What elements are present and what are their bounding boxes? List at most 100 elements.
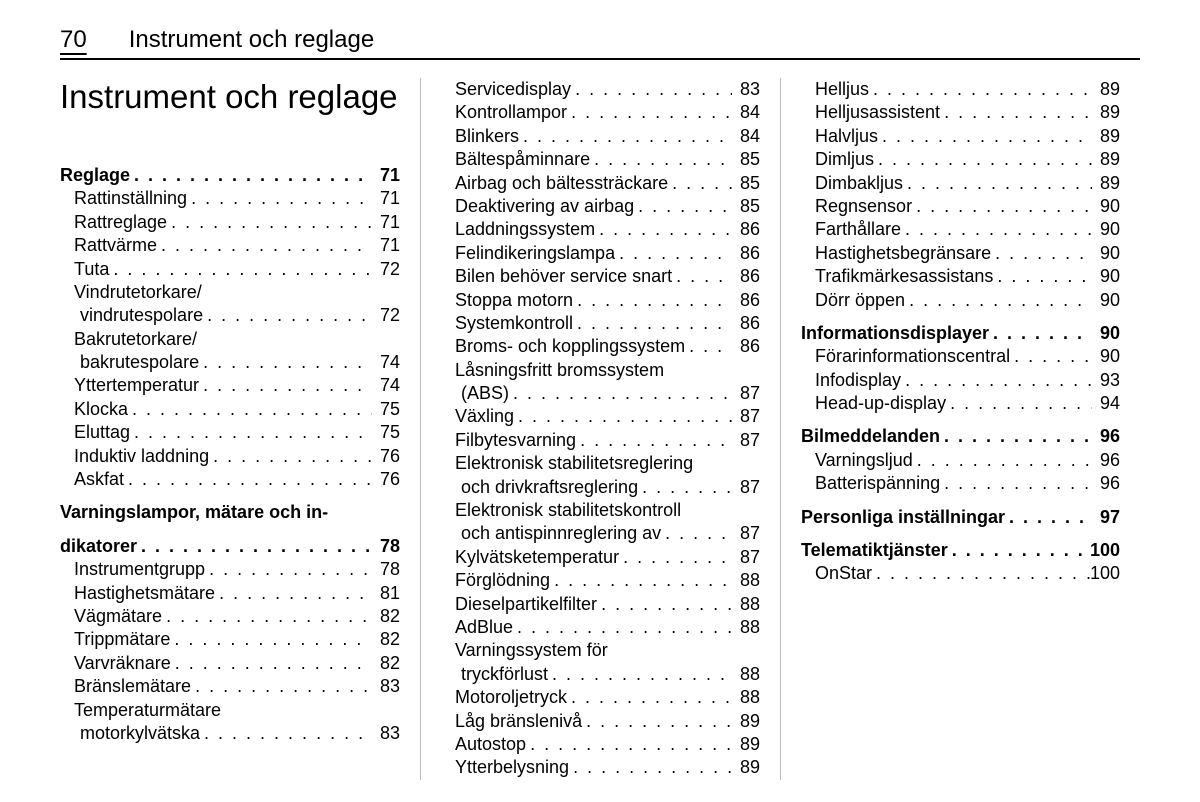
toc-leader-dots: . . . . . . . . . . . . . . . . . . . . … <box>912 195 1092 218</box>
toc-label: Dieselpartikelfilter <box>441 593 597 616</box>
toc-page-ref: 87 <box>732 546 760 569</box>
toc-section: Personliga inställningar. . . . . . . . … <box>801 506 1120 529</box>
toc-page-ref: 87 <box>732 476 760 499</box>
toc-leader-dots: . . . . . . . . . . . . . . . . . . . . … <box>569 756 732 779</box>
toc-label: AdBlue <box>441 616 513 639</box>
toc-entry: tryckförlust. . . . . . . . . . . . . . … <box>441 663 760 686</box>
toc-leader-dots: . . . . . . . . . . . . . . . . . . . . … <box>913 449 1092 472</box>
toc-column-3: Helljus. . . . . . . . . . . . . . . . .… <box>780 78 1140 780</box>
toc-page-ref: 89 <box>732 756 760 779</box>
toc-page-ref: 84 <box>732 101 760 124</box>
toc-leader-dots: . . . . . . . . . . . . . . . . . . . . … <box>685 335 732 358</box>
toc-leader-dots: . . . . . . . . . . . . . . . . . . . . … <box>940 425 1092 448</box>
toc-entry: Vägmätare. . . . . . . . . . . . . . . .… <box>60 605 400 628</box>
toc-entry: Helljusassistent. . . . . . . . . . . . … <box>801 101 1120 124</box>
toc-page-ref: 85 <box>732 195 760 218</box>
toc-page-ref: 90 <box>1092 345 1120 368</box>
toc-entry: Rattreglage. . . . . . . . . . . . . . .… <box>60 211 400 234</box>
toc-entry: Dimbakljus. . . . . . . . . . . . . . . … <box>801 172 1120 195</box>
toc-leader-dots: . . . . . . . . . . . . . . . . . . . . … <box>199 374 372 397</box>
toc-page-ref: 87 <box>732 522 760 545</box>
toc-page-ref: 100 <box>1090 539 1120 562</box>
toc-entry: motorkylvätska. . . . . . . . . . . . . … <box>60 722 400 745</box>
toc-entry: Induktiv laddning. . . . . . . . . . . .… <box>60 445 400 468</box>
toc-leader-dots: . . . . . . . . . . . . . . . . . . . . … <box>215 582 372 605</box>
toc-label: Farthållare <box>801 218 901 241</box>
toc-entry: Helljus. . . . . . . . . . . . . . . . .… <box>801 78 1120 101</box>
toc-page-ref: 75 <box>372 398 400 421</box>
toc-leader-dots: . . . . . . . . . . . . . . . . . . . . … <box>573 312 732 335</box>
toc-leader-dots: . . . . . . . . . . . . . . . . . . . . … <box>200 722 372 745</box>
toc-label: och drivkraftsreglering <box>441 476 638 499</box>
toc-page-ref: 74 <box>372 374 400 397</box>
toc-leader-dots: . . . . . . . . . . . . . . . . . . . . … <box>901 218 1092 241</box>
toc-entry: Förglödning. . . . . . . . . . . . . . .… <box>441 569 760 592</box>
toc-page-ref: 74 <box>372 351 400 374</box>
toc-page-ref: 89 <box>1092 148 1120 171</box>
toc-leader-dots: . . . . . . . . . . . . . . . . . . . . … <box>526 733 732 756</box>
toc-entry: OnStar. . . . . . . . . . . . . . . . . … <box>801 562 1120 585</box>
toc-leader-dots: . . . . . . . . . . . . . . . . . . . . … <box>203 304 372 327</box>
toc-leader-dots: . . . . . . . . . . . . . . . . . . . . … <box>124 468 372 491</box>
toc-page-ref: 82 <box>372 652 400 675</box>
toc-label: Ytterbelysning <box>441 756 569 779</box>
toc-label: Förglödning <box>441 569 550 592</box>
toc-section: Varningslampor, mätare och in- <box>60 501 400 524</box>
toc-entry: Yttertemperatur. . . . . . . . . . . . .… <box>60 374 400 397</box>
toc-page-ref: 96 <box>1092 449 1120 472</box>
toc-label: Laddningssystem <box>441 218 595 241</box>
toc-label: Rattreglage <box>60 211 167 234</box>
toc-page-ref: 85 <box>732 172 760 195</box>
toc-page-ref: 72 <box>372 304 400 327</box>
toc-page-ref: 83 <box>372 675 400 698</box>
toc-label: Dimljus <box>801 148 874 171</box>
toc-entry: Hastighetsmätare. . . . . . . . . . . . … <box>60 582 400 605</box>
toc-label: Infodisplay <box>801 369 901 392</box>
toc-entry: Infodisplay. . . . . . . . . . . . . . .… <box>801 369 1120 392</box>
toc-page-ref: 90 <box>1092 322 1120 345</box>
toc-label: Halvljus <box>801 125 878 148</box>
toc-label: Informationsdisplayer <box>801 322 989 345</box>
page-header: 70 Instrument och reglage <box>60 26 1140 60</box>
toc-leader-dots: . . . . . . . . . . . . . . . . . . . . … <box>872 562 1090 585</box>
toc-section: dikatorer. . . . . . . . . . . . . . . .… <box>60 535 400 558</box>
toc-label: Elektronisk stabilitetskontroll <box>441 499 681 522</box>
toc-label: Temperaturmätare <box>60 699 221 722</box>
toc-leader-dots: . . . . . . . . . . . . . . . . . . . . … <box>548 663 732 686</box>
toc-page-ref: 87 <box>732 382 760 405</box>
toc-leader-dots: . . . . . . . . . . . . . . . . . . . . … <box>513 616 732 639</box>
toc-entry: Broms- och kopplingssystem. . . . . . . … <box>441 335 760 358</box>
toc-label: Växling <box>441 405 514 428</box>
toc-section: Telematiktjänster. . . . . . . . . . . .… <box>801 539 1120 562</box>
chapter-heading: Instrument och reglage <box>60 78 400 116</box>
toc-label: Filbytesvarning <box>441 429 576 452</box>
toc-page-ref: 96 <box>1092 472 1120 495</box>
toc-page-ref: 71 <box>372 187 400 210</box>
toc-entry: Låsningsfritt bromssystem <box>441 359 760 382</box>
toc-label: Varningslampor, mätare och in- <box>60 501 328 524</box>
toc-leader-dots: . . . . . . . . . . . . . . . . . . . . … <box>940 472 1092 495</box>
toc-label: Yttertemperatur <box>60 374 199 397</box>
toc-leader-dots: . . . . . . . . . . . . . . . . . . . . … <box>199 351 372 374</box>
toc-entry: Varningsljud. . . . . . . . . . . . . . … <box>801 449 1120 472</box>
toc-leader-dots: . . . . . . . . . . . . . . . . . . . . … <box>137 535 372 558</box>
toc-label: tryckförlust <box>441 663 548 686</box>
toc-columns: Instrument och reglageReglage. . . . . .… <box>60 78 1140 780</box>
toc-label: Tuta <box>60 258 109 281</box>
toc-label: Stoppa motorn <box>441 289 573 312</box>
toc-entry: Farthållare. . . . . . . . . . . . . . .… <box>801 218 1120 241</box>
toc-label: Dimbakljus <box>801 172 903 195</box>
toc-entry: Vindrutetorkare/ <box>60 281 400 304</box>
toc-leader-dots: . . . . . . . . . . . . . . . . . . . . … <box>615 242 732 265</box>
toc-leader-dots: . . . . . . . . . . . . . . . . . . . . … <box>991 242 1092 265</box>
toc-page-ref: 94 <box>1092 392 1120 415</box>
toc-label: Hastighetsbegränsare <box>801 242 991 265</box>
toc-entry: Kontrollampor. . . . . . . . . . . . . .… <box>441 101 760 124</box>
toc-label: Förarinformationscentral <box>801 345 1010 368</box>
toc-label: Elektronisk stabilitetsreglering <box>441 452 693 475</box>
toc-label: Trippmätare <box>60 628 170 651</box>
toc-leader-dots: . . . . . . . . . . . . . . . . . . . . … <box>993 265 1092 288</box>
toc-label: Bakrutetorkare/ <box>60 328 197 351</box>
toc-label: motorkylvätska <box>60 722 200 745</box>
toc-entry: Klocka. . . . . . . . . . . . . . . . . … <box>60 398 400 421</box>
